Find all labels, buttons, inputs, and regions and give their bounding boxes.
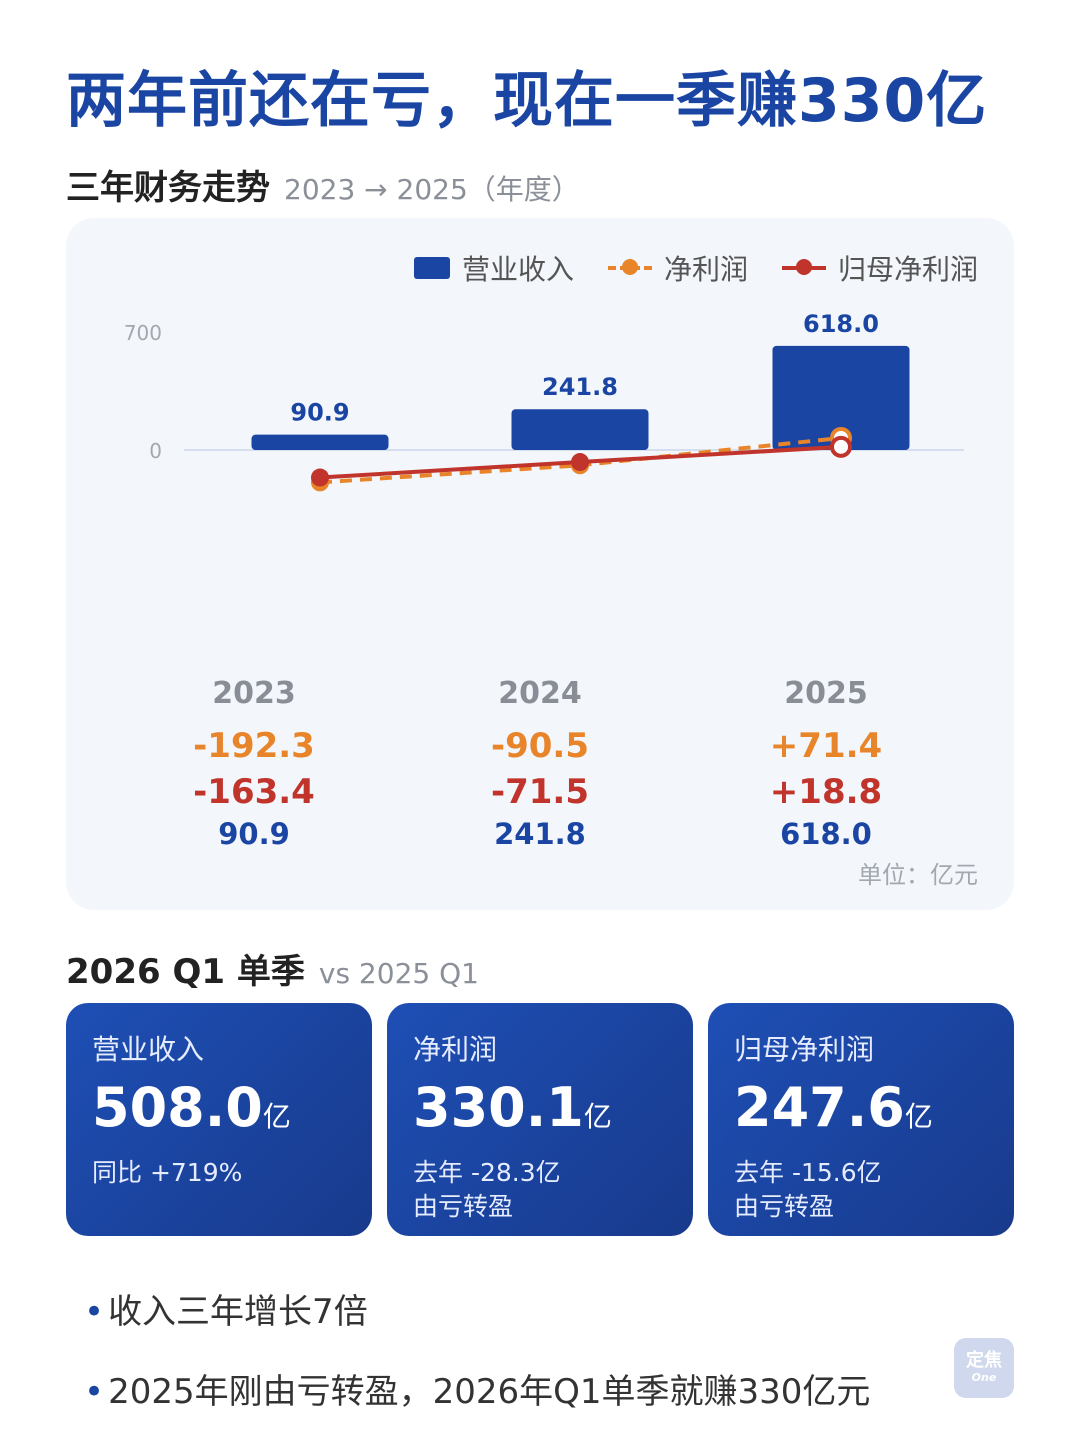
annual-section-title: 三年财务走势 2023 → 2025（年度） bbox=[66, 160, 580, 209]
y-tick-label: 0 bbox=[149, 439, 162, 463]
card-number: 247.6 bbox=[734, 1076, 905, 1139]
revenue-bar-label: 618.0 bbox=[803, 310, 879, 338]
chart-legend: 营业收入 净利润 归母净利润 bbox=[413, 248, 978, 288]
legend-parent-net-profit: 归母净利润 bbox=[781, 248, 978, 288]
quarter-section-title: 2026 Q1 单季 vs 2025 Q1 bbox=[66, 944, 479, 993]
legend-parent-net-profit-label: 归母净利润 bbox=[837, 253, 978, 286]
unit-label: 单位：亿元 bbox=[858, 861, 978, 889]
revenue-bar bbox=[511, 409, 649, 450]
legend-bar-swatch bbox=[413, 257, 450, 279]
parent-net-profit-value: -71.5 bbox=[491, 772, 589, 812]
legend-net-profit-label: 净利润 bbox=[663, 253, 748, 286]
bullet-text: 2025年刚由亏转盈，2026年Q1单季就赚330亿元 bbox=[108, 1372, 871, 1412]
card-unit: 亿 bbox=[904, 1100, 933, 1133]
card-note: 去年 -28.3亿 bbox=[413, 1158, 561, 1187]
parent-net-profit-value: -163.4 bbox=[193, 772, 315, 812]
revenue-bar bbox=[251, 434, 389, 450]
revenue-bar-label: 241.8 bbox=[542, 373, 618, 401]
card-value: 508.0亿 bbox=[92, 1077, 346, 1152]
year-label: 2025 bbox=[784, 676, 868, 711]
annual-chart: 700 0 90.9 241.8 618.0 bbox=[124, 310, 964, 492]
logo-subtext: One bbox=[971, 1371, 997, 1384]
quarter-card-parent-net-profit: 归母净利润 247.6亿 去年 -15.6亿 由亏转盈 bbox=[708, 1003, 1014, 1236]
year-column-2023: 2023 -192.3 -163.4 90.9 bbox=[144, 676, 364, 852]
annual-subtitle: 2023 → 2025（年度） bbox=[284, 173, 580, 206]
revenue-value: 241.8 bbox=[494, 817, 586, 851]
revenue-value: 618.0 bbox=[780, 817, 872, 851]
year-label: 2024 bbox=[498, 676, 582, 711]
card-number: 330.1 bbox=[413, 1076, 584, 1139]
legend-solid-line-swatch bbox=[781, 259, 826, 277]
year-column-2024: 2024 -90.5 -71.5 241.8 bbox=[430, 676, 650, 852]
year-column-2025: 2025 +71.4 +18.8 618.0 bbox=[716, 676, 936, 852]
annual-title: 三年财务走势 bbox=[66, 168, 270, 208]
bullet-item: • 2025年刚由亏转盈，2026年Q1单季就赚330亿元 bbox=[84, 1364, 870, 1413]
card-note-turnaround: 由亏转盈 bbox=[734, 1192, 835, 1221]
card-label: 营业收入 bbox=[92, 1033, 205, 1066]
net-profit-value: -90.5 bbox=[491, 726, 589, 766]
brand-logo: 定焦 One bbox=[954, 1338, 1014, 1398]
parent-net-profit-value: +18.8 bbox=[769, 772, 883, 812]
legend-dashed-line-swatch bbox=[607, 259, 652, 277]
card-value: 330.1亿 bbox=[413, 1077, 667, 1152]
legend-revenue-label: 营业收入 bbox=[461, 253, 574, 286]
headline: 两年前还在亏，现在一季赚330亿 bbox=[66, 66, 988, 136]
card-note: 同比 +719% bbox=[92, 1158, 243, 1187]
quarter-subtitle: vs 2025 Q1 bbox=[318, 957, 479, 990]
legend-net-profit: 净利润 bbox=[607, 248, 748, 288]
net-profit-value: +71.4 bbox=[769, 726, 883, 766]
year-label: 2023 bbox=[212, 676, 296, 711]
legend-revenue: 营业收入 bbox=[413, 248, 574, 288]
card-unit: 亿 bbox=[262, 1100, 291, 1133]
quarter-title: 2026 Q1 单季 bbox=[66, 952, 305, 992]
logo-text: 定焦 bbox=[966, 1350, 1002, 1371]
card-note: 去年 -15.6亿 bbox=[734, 1158, 882, 1187]
card-label: 归母净利润 bbox=[734, 1033, 875, 1066]
bullet-text: 收入三年增长7倍 bbox=[108, 1292, 368, 1332]
y-tick-label: 700 bbox=[124, 321, 162, 345]
quarter-card-net-profit: 净利润 330.1亿 去年 -28.3亿 由亏转盈 bbox=[387, 1003, 693, 1236]
parent-net-profit-point bbox=[311, 468, 329, 487]
parent-net-profit-point bbox=[571, 453, 589, 472]
revenue-bar-label: 90.9 bbox=[290, 399, 349, 427]
card-value: 247.6亿 bbox=[734, 1077, 988, 1152]
card-number: 508.0 bbox=[92, 1076, 263, 1139]
quarter-card-revenue: 营业收入 508.0亿 同比 +719% bbox=[66, 1003, 372, 1236]
revenue-value: 90.9 bbox=[218, 817, 290, 851]
card-note-turnaround: 由亏转盈 bbox=[413, 1192, 514, 1221]
parent-net-profit-point bbox=[830, 435, 852, 458]
bullet-dot: • bbox=[84, 1372, 105, 1412]
bullet-dot: • bbox=[84, 1292, 105, 1332]
card-label: 净利润 bbox=[413, 1033, 498, 1066]
bullet-item: • 收入三年增长7倍 bbox=[84, 1284, 368, 1333]
net-profit-value: -192.3 bbox=[193, 726, 315, 766]
annual-chart-card: 700 0 90.9 241.8 618.0 营业收入 净利润 归母净利润 2023 -… bbox=[66, 218, 1014, 910]
card-unit: 亿 bbox=[583, 1100, 612, 1133]
revenue-bar bbox=[772, 345, 910, 450]
